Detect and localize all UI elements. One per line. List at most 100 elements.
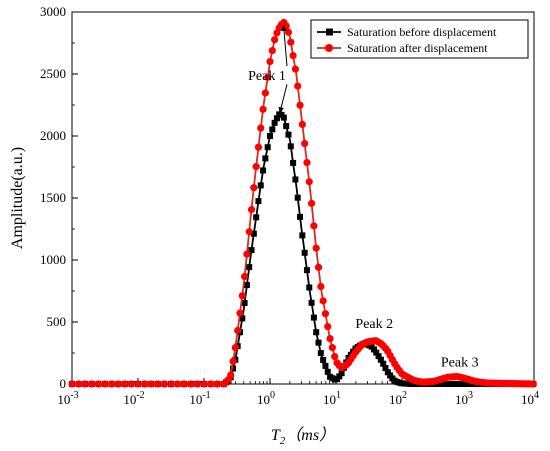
- series-before-point: [310, 314, 317, 321]
- series-before-point: [280, 114, 287, 121]
- x-tick-label: 103: [455, 390, 473, 407]
- series-after-point: [147, 380, 155, 388]
- series-after-point: [307, 199, 316, 208]
- series-after-point: [287, 38, 295, 46]
- series-before-point: [260, 167, 267, 174]
- series-after-point: [88, 380, 96, 388]
- series-after-point: [289, 51, 297, 60]
- legend-label: Saturation before displacement: [347, 25, 497, 39]
- series-after-point: [160, 380, 168, 388]
- series-after-point: [94, 380, 102, 388]
- series-after-point: [174, 380, 182, 388]
- series-after-point: [264, 73, 272, 81]
- series-before-point: [313, 329, 320, 336]
- axis-titles: T2（ms） Amplitude(a.u.): [9, 147, 335, 447]
- x-tick-label: 100: [257, 390, 275, 407]
- y-tick-label: 1500: [40, 190, 66, 205]
- y-tick-label: 500: [47, 314, 67, 329]
- series-before-point: [324, 368, 331, 375]
- peak-label: Peak 3: [441, 356, 479, 371]
- series-after-markers: [68, 18, 537, 388]
- series-after-point: [250, 184, 258, 192]
- y-tick-label: 3000: [40, 4, 66, 19]
- series-before-point: [306, 284, 313, 291]
- series-after-point: [240, 272, 249, 281]
- series-after-point: [259, 105, 267, 113]
- peak-arrow-head: [281, 24, 287, 32]
- legend-box: [310, 19, 529, 59]
- series-after-point: [310, 222, 318, 230]
- series-after-point: [326, 335, 334, 343]
- series-after-point: [328, 344, 336, 352]
- x-tick-label: 102: [389, 390, 407, 407]
- series-after-point: [167, 380, 175, 388]
- series-after-point: [291, 65, 300, 73]
- series-after-point: [227, 371, 235, 379]
- series-before-point: [299, 232, 306, 239]
- series-after-point: [187, 380, 195, 388]
- series-before-point: [380, 360, 387, 367]
- series-before-point: [262, 155, 269, 162]
- series-after-point: [296, 101, 304, 109]
- peak-label: Peak 2: [355, 317, 393, 332]
- series-after-point: [317, 282, 325, 291]
- series-before-point: [243, 282, 250, 289]
- series-before-point: [320, 357, 327, 364]
- series-before-point: [382, 365, 389, 372]
- series-after-point: [234, 326, 242, 335]
- series-after-point: [331, 352, 339, 361]
- series-before-point: [315, 339, 322, 346]
- series-before-point: [246, 264, 253, 271]
- series-before-point: [301, 249, 308, 256]
- peak-arrow-head: [278, 106, 284, 114]
- x-tick-label: 104: [521, 390, 539, 407]
- series-before-point: [264, 144, 271, 151]
- x-tick-label: 101: [323, 390, 341, 407]
- series-after-point: [298, 120, 306, 129]
- series-before-point: [290, 159, 297, 166]
- series-after-point: [254, 143, 263, 151]
- series-before-point: [253, 214, 260, 221]
- series-after-point: [75, 380, 83, 388]
- series-after-point: [101, 380, 109, 388]
- series-before-line: [72, 112, 534, 385]
- series-before-point: [273, 115, 280, 122]
- series-before-point: [269, 126, 276, 133]
- peak-label: Peak 1: [248, 69, 286, 84]
- series-before-point: [297, 213, 304, 220]
- series-after-point: [213, 380, 221, 388]
- series-after-point: [284, 28, 293, 36]
- y-tick-label: 0: [60, 376, 67, 391]
- series-after-point: [252, 163, 260, 171]
- series-after-point: [68, 380, 76, 388]
- series-before-point: [308, 299, 315, 306]
- series-after-point: [180, 380, 188, 388]
- series-after-point: [319, 297, 327, 305]
- legend-marker-square: [326, 28, 333, 36]
- series-after-point: [238, 292, 246, 300]
- series-before-point: [285, 131, 292, 138]
- series-after-point: [127, 380, 135, 388]
- series-before-point: [375, 353, 382, 360]
- series-before-point: [384, 369, 391, 376]
- series-before-point: [336, 373, 343, 380]
- series-after-point: [303, 159, 311, 167]
- series-after-point: [245, 228, 253, 236]
- series-after-point: [261, 89, 269, 97]
- series-after-point: [271, 36, 279, 44]
- series-after-point: [134, 380, 142, 388]
- peak-arrow: [282, 24, 288, 67]
- series-layer: [68, 18, 537, 388]
- series-after-point: [108, 380, 116, 388]
- series-after-point: [229, 357, 237, 365]
- series-before-point: [283, 123, 290, 130]
- series-before-point: [241, 299, 248, 306]
- plot-border: [71, 11, 535, 385]
- series-after-point: [154, 380, 162, 388]
- series-after-point: [294, 82, 302, 90]
- series-before-point: [287, 143, 294, 150]
- series-after-point: [114, 380, 122, 388]
- series-after-point: [121, 380, 129, 388]
- series-after-point: [243, 250, 251, 258]
